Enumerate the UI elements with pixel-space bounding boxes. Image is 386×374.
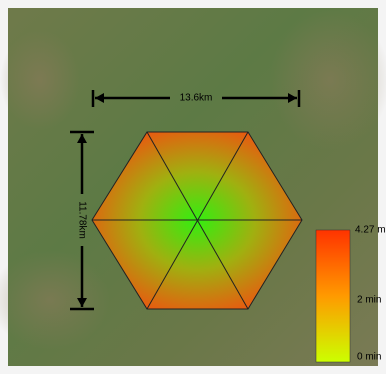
terrain bbox=[270, 10, 386, 150]
height-label: 11.78km bbox=[76, 201, 87, 239]
legend-label: 0 min bbox=[357, 352, 381, 363]
width-label: 13.6km bbox=[180, 93, 213, 104]
legend-gradient bbox=[316, 230, 350, 362]
map-view: 13.6km 11.78km 4.27 min 2 min 0 min bbox=[0, 0, 386, 374]
terrain bbox=[0, 30, 80, 130]
legend-label: 4.27 min bbox=[355, 225, 386, 236]
legend-label: 2 min bbox=[357, 295, 381, 306]
